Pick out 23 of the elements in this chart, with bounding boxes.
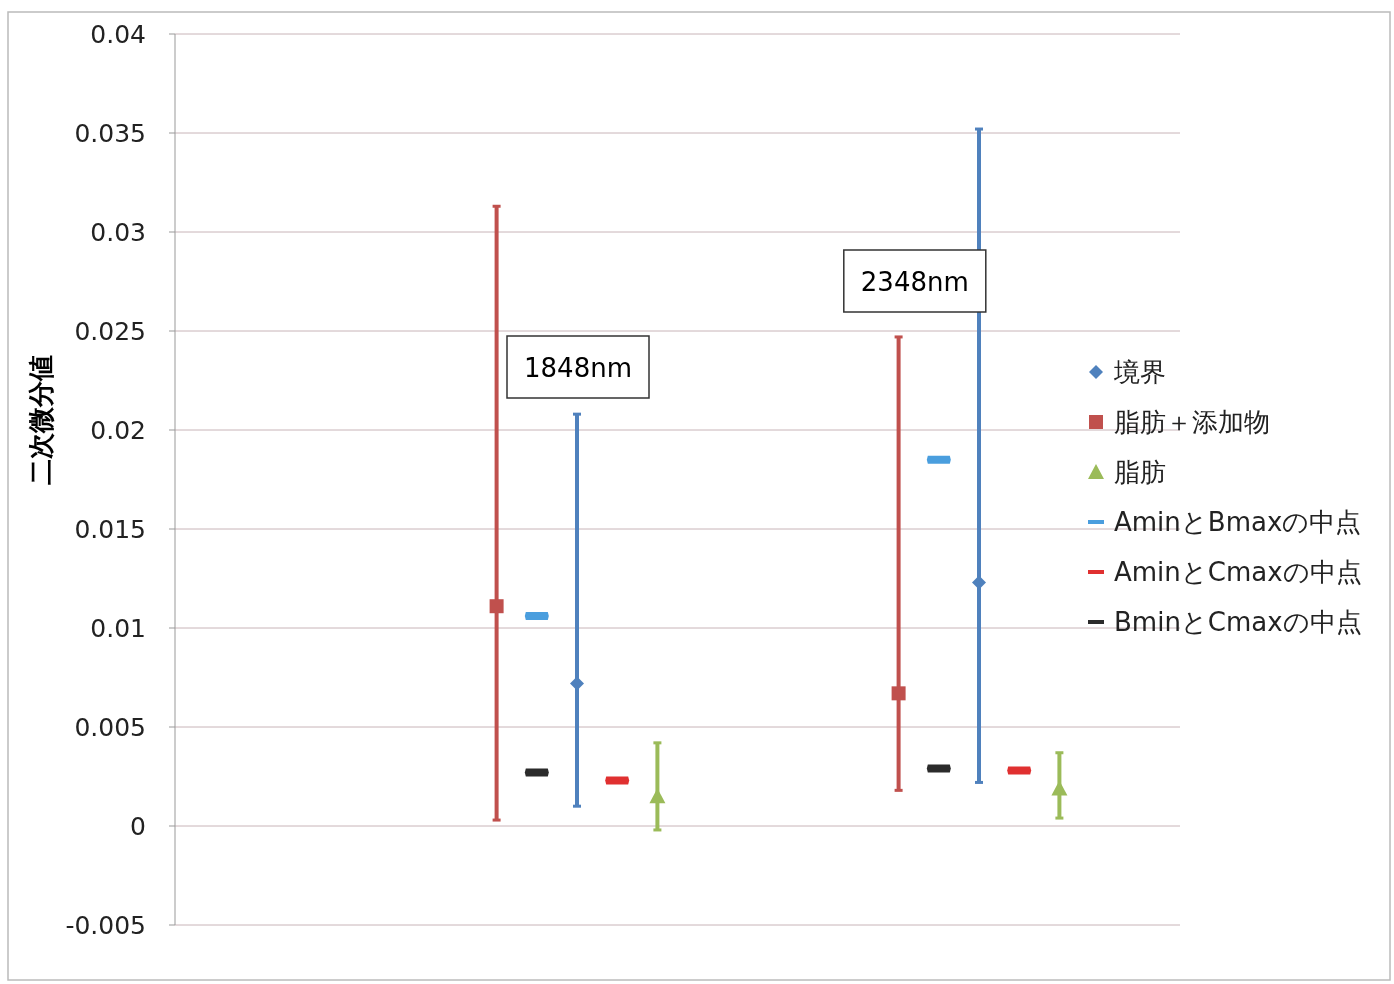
annotation: 1848nm: [524, 353, 632, 383]
y-tick-label: 0.035: [74, 119, 146, 148]
legend-label: 境界: [1113, 357, 1166, 387]
legend-label: 脂肪: [1114, 457, 1166, 487]
y-tick-label: 0.04: [90, 20, 146, 49]
y-tick-label: 0.015: [74, 515, 146, 544]
y-tick-label: 0.025: [74, 317, 146, 346]
legend-label: BminとCmaxの中点: [1114, 607, 1362, 637]
point: [891, 686, 906, 701]
y-tick-label: -0.005: [65, 911, 146, 940]
y-tick-label: 0.01: [90, 614, 146, 643]
legend-label: AminとCmaxの中点: [1114, 557, 1362, 587]
point: [972, 575, 986, 590]
y-tick-label: 0.02: [90, 416, 146, 445]
legend-label: 脂肪＋添加物: [1114, 407, 1270, 437]
annotation: 2348nm: [860, 267, 969, 297]
legend-label: AminとBmaxの中点: [1114, 507, 1362, 537]
point: [570, 676, 584, 691]
point: [489, 599, 504, 614]
y-tick-label: 0.005: [74, 713, 146, 742]
y-tick-label: 0: [130, 812, 146, 841]
y-axis-title: 二次微分値: [26, 354, 56, 485]
y-tick-label: 0.03: [90, 218, 146, 247]
